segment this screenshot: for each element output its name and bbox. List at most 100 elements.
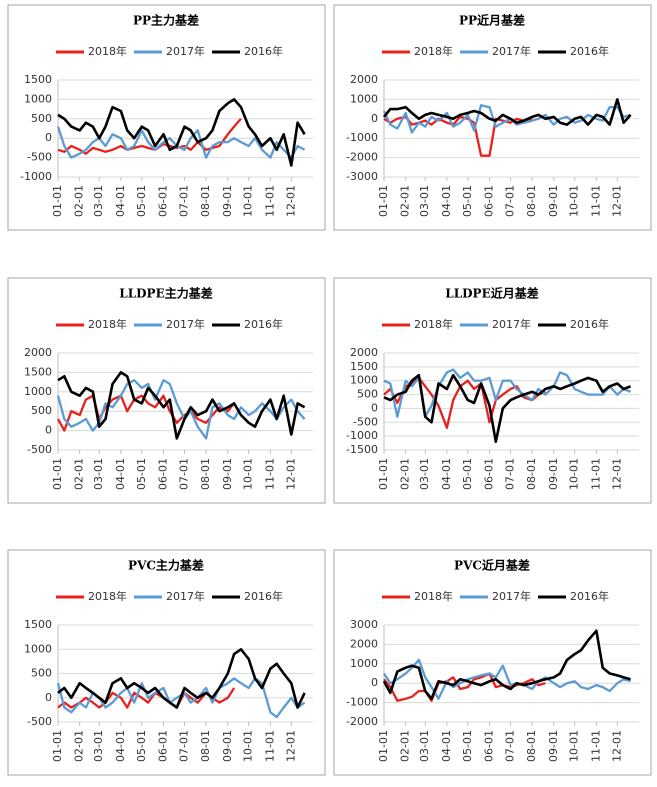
- y-tick-label: -2000: [346, 151, 378, 164]
- x-tick-label: 02-01: [399, 185, 412, 217]
- x-tick-label: 01-01: [51, 730, 64, 762]
- x-tick-label: 07-01: [503, 730, 516, 762]
- x-tick-label: 12-01: [610, 458, 623, 490]
- legend-label: 2018年: [88, 589, 127, 603]
- series-line: [57, 371, 306, 440]
- x-tick-label: 03-01: [418, 185, 431, 217]
- y-tick-label: 0: [371, 401, 378, 414]
- x-tick-label: 04-01: [440, 458, 453, 490]
- y-tick-label: 2000: [350, 346, 378, 359]
- x-tick-label: 04-01: [114, 458, 127, 490]
- y-tick-label: -500: [27, 151, 52, 164]
- y-tick-label: -500: [353, 415, 378, 428]
- x-tick-label: 11-01: [263, 730, 276, 762]
- x-tick-label: 11-01: [263, 458, 276, 490]
- x-tick-label: 03-01: [92, 458, 105, 490]
- x-tick-label: 11-01: [589, 185, 602, 217]
- x-tick-label: 07-01: [177, 458, 190, 490]
- y-tick-label: 0: [45, 131, 52, 144]
- x-tick-label: 03-01: [92, 185, 105, 217]
- series-line: [382, 98, 632, 126]
- chart-panel: PP近月基差 -3000 -2000 -1000 0 1000 2000 01-01 02-01…: [333, 4, 652, 231]
- panel-border: [333, 549, 652, 776]
- y-tick-label: 2000: [350, 73, 378, 86]
- x-tick-label: 07-01: [503, 458, 516, 490]
- x-tick-label: 05-01: [135, 185, 148, 217]
- y-tick-label: 1000: [24, 385, 52, 398]
- y-tick-label: -1000: [346, 131, 378, 144]
- x-tick-label: 10-01: [242, 458, 255, 490]
- y-tick-label: -2000: [346, 715, 378, 728]
- x-tick-label: 02-01: [73, 185, 86, 217]
- panel-border: [7, 277, 326, 504]
- legend-label: 2016年: [570, 589, 609, 603]
- y-tick-label: 2000: [24, 346, 52, 359]
- x-tick-label: 06-01: [482, 185, 495, 217]
- x-tick-label: 05-01: [461, 458, 474, 490]
- y-tick-label: -3000: [346, 170, 378, 183]
- x-tick-label: 10-01: [242, 730, 255, 762]
- chart-title: PVC主力基差: [128, 558, 204, 573]
- x-tick-label: 10-01: [568, 185, 581, 217]
- y-tick-label: 0: [371, 112, 378, 125]
- legend-label: 2016年: [244, 44, 283, 58]
- series-line: [57, 648, 306, 709]
- chart-title: PVC近月基差: [454, 558, 530, 573]
- series-line: [383, 658, 631, 700]
- y-tick-label: -1000: [20, 170, 52, 183]
- x-tick-label: 11-01: [263, 185, 276, 217]
- legend-label: 2016年: [244, 317, 283, 331]
- legend-label: 2018年: [88, 317, 127, 331]
- y-tick-label: -500: [27, 443, 52, 456]
- series-line: [56, 394, 235, 432]
- legend-label: 2017年: [166, 44, 205, 58]
- x-tick-label: 12-01: [610, 185, 623, 217]
- x-tick-label: 04-01: [114, 185, 127, 217]
- x-tick-label: 02-01: [73, 458, 86, 490]
- x-tick-label: 08-01: [199, 185, 212, 217]
- legend-label: 2018年: [414, 589, 453, 603]
- x-tick-label: 12-01: [284, 458, 297, 490]
- x-tick-label: 08-01: [525, 185, 538, 217]
- x-tick-label: 04-01: [440, 185, 453, 217]
- x-tick-label: 03-01: [418, 730, 431, 762]
- x-tick-label: 04-01: [114, 730, 127, 762]
- legend-label: 2017年: [492, 589, 531, 603]
- x-tick-label: 07-01: [177, 730, 190, 762]
- x-tick-label: 01-01: [377, 185, 390, 217]
- x-tick-label: 08-01: [199, 458, 212, 490]
- y-tick-label: 0: [371, 676, 378, 689]
- x-tick-label: 06-01: [156, 185, 169, 217]
- y-tick-label: 0: [45, 424, 52, 437]
- x-tick-label: 06-01: [156, 730, 169, 762]
- x-tick-label: 04-01: [440, 730, 453, 762]
- y-tick-label: 2000: [350, 637, 378, 650]
- x-tick-label: 01-01: [377, 730, 390, 762]
- chart-title: PP主力基差: [133, 13, 199, 28]
- legend-label: 2018年: [88, 44, 127, 58]
- x-tick-label: 08-01: [525, 730, 538, 762]
- x-tick-label: 05-01: [461, 730, 474, 762]
- x-tick-label: 02-01: [399, 730, 412, 762]
- x-tick-label: 11-01: [589, 730, 602, 762]
- series-line: [57, 98, 306, 167]
- x-tick-label: 12-01: [284, 730, 297, 762]
- chart-title: LLDPE主力基差: [119, 286, 212, 301]
- legend-label: 2016年: [570, 44, 609, 58]
- y-tick-label: -1500: [346, 443, 378, 456]
- x-tick-label: 07-01: [503, 185, 516, 217]
- y-tick-label: -1000: [346, 696, 378, 709]
- legend-label: 2016年: [244, 589, 283, 603]
- y-tick-label: 1500: [24, 618, 52, 631]
- panel-border: [7, 549, 326, 776]
- chart-panel: LLDPE主力基差 -500 0 500 1000 1500 2000 01-01 02-01 0…: [7, 277, 326, 504]
- x-tick-label: 09-01: [221, 185, 234, 217]
- x-tick-label: 05-01: [135, 730, 148, 762]
- x-tick-label: 01-01: [51, 185, 64, 217]
- y-tick-label: 500: [357, 388, 378, 401]
- y-tick-label: 0: [45, 691, 52, 704]
- x-tick-label: 05-01: [135, 458, 148, 490]
- x-tick-label: 03-01: [418, 458, 431, 490]
- legend-label: 2016年: [570, 317, 609, 331]
- series-line: [382, 104, 631, 134]
